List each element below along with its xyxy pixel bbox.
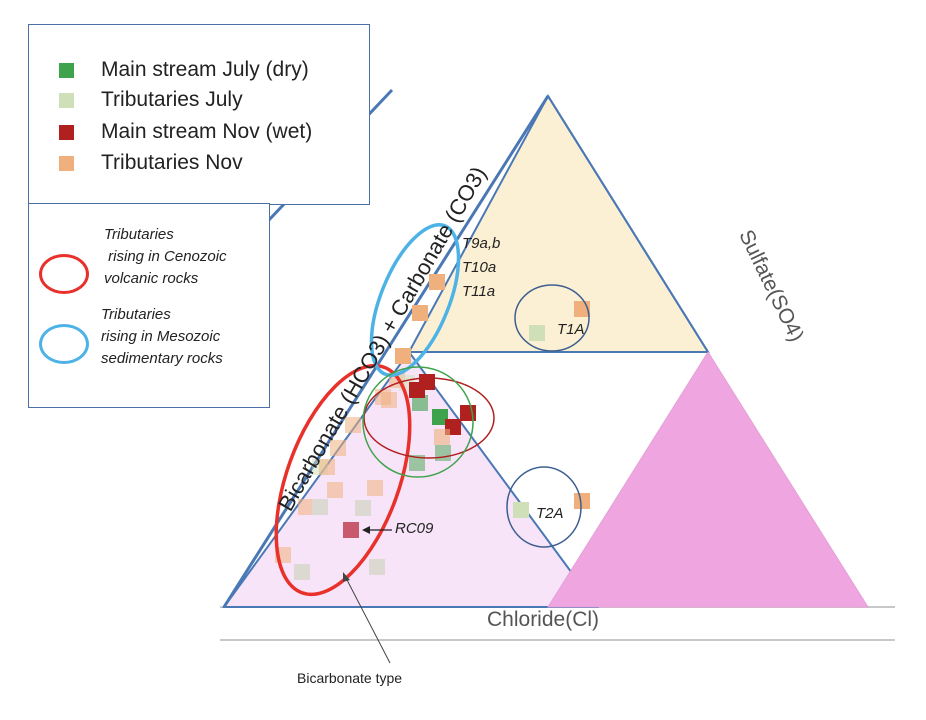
data-point	[412, 395, 428, 411]
legend-item-trib-nov: Tributaries Nov	[59, 151, 243, 175]
data-point	[330, 440, 346, 456]
data-point	[513, 502, 529, 518]
bicarbonate-type-arrow	[345, 577, 391, 664]
data-point	[345, 417, 361, 433]
legend-label: Tributaries Nov	[101, 151, 243, 174]
legend-mesozoic-label: Tributaries rising in Mesozoic sedimenta…	[101, 306, 223, 367]
data-point	[395, 348, 411, 364]
data-point	[319, 459, 335, 475]
data-point	[294, 564, 310, 580]
label-rc09: RC09	[395, 520, 434, 537]
data-point	[574, 493, 590, 509]
marker-legend: Main stream July (dry) Tributaries July …	[28, 24, 370, 205]
legend-cenozoic-label: Tributaries rising in Cenozoic volcanic …	[104, 226, 227, 287]
mainstream-july-circle	[362, 366, 474, 478]
label-t2a: T2A	[536, 505, 564, 522]
data-point	[355, 500, 371, 516]
mesozoic-ring-icon	[39, 324, 89, 364]
data-point	[529, 325, 545, 341]
data-point	[429, 274, 445, 290]
label-t9: T9a,b	[462, 235, 501, 252]
data-point	[435, 445, 451, 461]
legend-item-main-nov: Main stream Nov (wet)	[59, 120, 312, 144]
data-point	[412, 305, 428, 321]
data-point	[381, 392, 397, 408]
bottom-axis-label: Chloride(Cl)	[487, 608, 600, 631]
label-t11: T11a	[462, 283, 496, 300]
group-legend: Tributaries rising in Cenozoic volcanic …	[28, 203, 270, 408]
t2a-circle	[506, 466, 582, 548]
mesozoic-ellipse	[369, 222, 461, 378]
cenozoic-ring-icon	[39, 254, 89, 294]
rc09-arrowhead	[362, 526, 370, 534]
data-point	[327, 482, 343, 498]
t1a-circle	[514, 284, 590, 352]
bicarbonate-type-arrowhead	[343, 572, 350, 582]
label-bicarbonate-type: Bicarbonate type	[297, 670, 403, 686]
data-point	[409, 455, 425, 471]
legend-swatch	[59, 124, 74, 140]
legend-swatch	[59, 155, 74, 171]
data-point	[432, 409, 448, 425]
data-point	[367, 480, 383, 496]
legend-label: Main stream Nov (wet)	[101, 120, 313, 143]
legend-label: Main stream July (dry)	[101, 58, 309, 81]
legend-swatch	[59, 62, 74, 78]
cenozoic-ellipse	[274, 363, 412, 597]
data-point	[369, 559, 385, 575]
data-point	[409, 382, 425, 398]
legend-item-main-july: Main stream July (dry)	[59, 58, 309, 82]
label-t1a: T1A	[557, 321, 585, 338]
bicarbonate-triangle	[222, 350, 599, 608]
data-points	[275, 274, 590, 580]
chloride-triangle	[547, 351, 869, 608]
data-point	[312, 499, 328, 515]
data-point	[434, 429, 450, 445]
label-t10: T10a	[462, 259, 497, 276]
data-point	[298, 499, 314, 515]
right-edge	[547, 95, 709, 353]
legend-label: Tributaries July	[101, 88, 243, 111]
legend-item-trib-july: Tributaries July	[59, 88, 243, 112]
legend-swatch	[59, 92, 74, 108]
mainstream-nov-ellipse	[363, 377, 495, 459]
point-rc09	[343, 522, 359, 538]
